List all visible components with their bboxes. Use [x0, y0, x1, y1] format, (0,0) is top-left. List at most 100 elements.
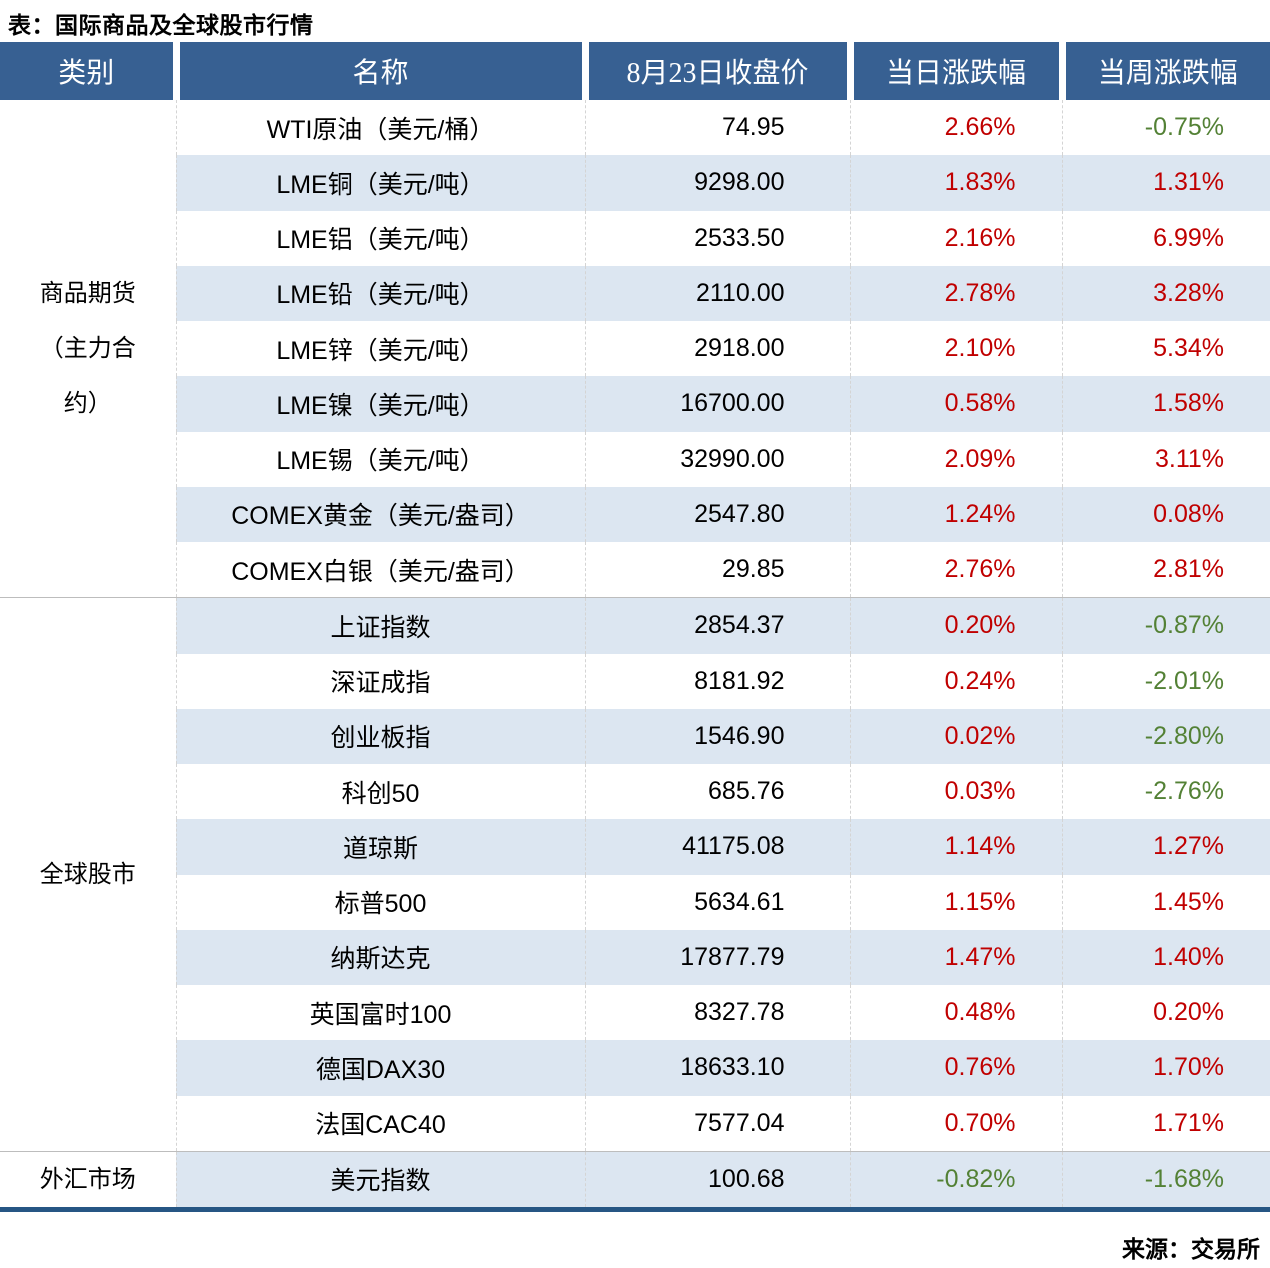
weekly-change-cell: -2.76% [1061, 764, 1270, 820]
table-body: 商品期货（主力合约） WTI原油（美元/桶） 74.95 2.66% -0.75% LME… [0, 100, 1270, 1210]
weekly-change-cell: -0.75% [1061, 100, 1270, 156]
close-price-cell: 17877.79 [584, 929, 850, 985]
name-cell: COMEX白银（美元/盎司） [175, 542, 585, 598]
weekly-change-cell: 1.58% [1061, 376, 1270, 432]
name-cell: LME锡（美元/吨） [175, 431, 585, 487]
table-row: 外汇市场 美元指数 100.68 -0.82% -1.68% [0, 1150, 1270, 1210]
category-cell: 全球股市 [0, 597, 176, 1152]
weekly-change-cell: -2.01% [1061, 653, 1270, 709]
name-cell: LME镍（美元/吨） [175, 376, 585, 432]
close-price-cell: 2533.50 [584, 210, 850, 266]
daily-change-cell: 1.83% [849, 155, 1062, 211]
close-price-cell: 2110.00 [584, 265, 850, 321]
name-cell: WTI原油（美元/桶） [175, 100, 585, 156]
table-row: 英国富时100 8327.78 0.48% 0.20% [0, 985, 1270, 1041]
weekly-change-cell: 1.45% [1061, 874, 1270, 930]
header-daily-change: 当日涨跌幅 [846, 42, 1062, 100]
daily-change-cell: -0.82% [849, 1150, 1062, 1210]
weekly-change-cell: 1.27% [1061, 819, 1270, 875]
weekly-change-cell: 1.31% [1061, 155, 1270, 211]
table-title: 表：国际商品及全球股市行情 [8, 12, 314, 38]
daily-change-cell: 0.02% [849, 708, 1062, 764]
daily-change-cell: 1.47% [849, 929, 1062, 985]
name-cell: 深证成指 [175, 653, 585, 709]
daily-change-cell: 0.70% [849, 1095, 1062, 1152]
header-row: 类别 名称 8月23日收盘价 当日涨跌幅 当周涨跌幅 [0, 42, 1270, 100]
weekly-change-cell: -2.80% [1061, 708, 1270, 764]
table-row: LME锡（美元/吨） 32990.00 2.09% 3.11% [0, 431, 1270, 487]
table-row: LME铅（美元/吨） 2110.00 2.78% 3.28% [0, 265, 1270, 321]
daily-change-cell: 2.09% [849, 431, 1062, 487]
name-cell: 美元指数 [175, 1150, 585, 1210]
daily-change-cell: 1.14% [849, 819, 1062, 875]
daily-change-cell: 2.66% [849, 100, 1062, 156]
table-row: COMEX白银（美元/盎司） 29.85 2.76% 2.81% [0, 542, 1270, 598]
name-cell: 上证指数 [175, 597, 585, 654]
close-price-cell: 32990.00 [584, 431, 850, 487]
table-row: 全球股市 上证指数 2854.37 0.20% -0.87% [0, 597, 1270, 1152]
weekly-change-cell: 1.70% [1061, 1040, 1270, 1096]
close-price-cell: 29.85 [584, 542, 850, 598]
table-row: LME镍（美元/吨） 16700.00 0.58% 1.58% [0, 376, 1270, 432]
weekly-change-cell: 2.81% [1061, 542, 1270, 598]
daily-change-cell: 1.24% [849, 486, 1062, 542]
name-cell: 创业板指 [175, 708, 585, 764]
daily-change-cell: 0.20% [849, 597, 1062, 654]
weekly-change-cell: 5.34% [1061, 321, 1270, 377]
daily-change-cell: 0.48% [849, 985, 1062, 1041]
daily-change-cell: 0.58% [849, 376, 1062, 432]
daily-change-cell: 0.03% [849, 764, 1062, 820]
close-price-cell: 18633.10 [584, 1040, 850, 1096]
weekly-change-cell: 3.28% [1061, 265, 1270, 321]
close-price-cell: 1546.90 [584, 708, 850, 764]
daily-change-cell: 2.10% [849, 321, 1062, 377]
name-cell: 英国富时100 [175, 985, 585, 1041]
weekly-change-cell: 6.99% [1061, 210, 1270, 266]
table-row: 纳斯达克 17877.79 1.47% 1.40% [0, 929, 1270, 985]
close-price-cell: 5634.61 [584, 874, 850, 930]
name-cell: 德国DAX30 [175, 1040, 585, 1096]
category-cell: 外汇市场 [0, 1150, 176, 1210]
weekly-change-cell: 1.40% [1061, 929, 1270, 985]
daily-change-cell: 0.24% [849, 653, 1062, 709]
table-row: COMEX黄金（美元/盎司） 2547.80 1.24% 0.08% [0, 486, 1270, 542]
close-price-cell: 2918.00 [584, 321, 850, 377]
weekly-change-cell: 0.20% [1061, 985, 1270, 1041]
daily-change-cell: 1.15% [849, 874, 1062, 930]
header-weekly-change: 当周涨跌幅 [1058, 42, 1270, 100]
name-cell: LME铜（美元/吨） [175, 155, 585, 211]
weekly-change-cell: -1.68% [1061, 1150, 1270, 1210]
table-row: LME铝（美元/吨） 2533.50 2.16% 6.99% [0, 210, 1270, 266]
close-price-cell: 41175.08 [584, 819, 850, 875]
weekly-change-cell: 1.71% [1061, 1095, 1270, 1152]
close-price-cell: 100.68 [584, 1150, 850, 1210]
daily-change-cell: 2.78% [849, 265, 1062, 321]
close-price-cell: 8327.78 [584, 985, 850, 1041]
name-cell: 标普500 [175, 874, 585, 930]
table-row: 创业板指 1546.90 0.02% -2.80% [0, 708, 1270, 764]
close-price-cell: 685.76 [584, 764, 850, 820]
table-row: 法国CAC40 7577.04 0.70% 1.71% [0, 1095, 1270, 1152]
table-row: LME铜（美元/吨） 9298.00 1.83% 1.31% [0, 155, 1270, 211]
close-price-cell: 2547.80 [584, 486, 850, 542]
close-price-cell: 9298.00 [584, 155, 850, 211]
daily-change-cell: 0.76% [849, 1040, 1062, 1096]
table-row: 深证成指 8181.92 0.24% -2.01% [0, 653, 1270, 709]
weekly-change-cell: 3.11% [1061, 431, 1270, 487]
name-cell: LME铝（美元/吨） [175, 210, 585, 266]
name-cell: 法国CAC40 [175, 1095, 585, 1152]
name-cell: 纳斯达克 [175, 929, 585, 985]
category-cell: 商品期货（主力合约） [0, 100, 176, 598]
daily-change-cell: 2.76% [849, 542, 1062, 598]
header-category: 类别 [0, 42, 176, 100]
weekly-change-cell: 0.08% [1061, 486, 1270, 542]
header-name: 名称 [172, 42, 585, 100]
table-row: 德国DAX30 18633.10 0.76% 1.70% [0, 1040, 1270, 1096]
name-cell: LME铅（美元/吨） [175, 265, 585, 321]
close-price-cell: 8181.92 [584, 653, 850, 709]
close-price-cell: 2854.37 [584, 597, 850, 654]
header-close-price: 8月23日收盘价 [581, 42, 850, 100]
table-row: LME锌（美元/吨） 2918.00 2.10% 5.34% [0, 321, 1270, 377]
source-note: 来源：交易所 [1122, 1236, 1260, 1262]
